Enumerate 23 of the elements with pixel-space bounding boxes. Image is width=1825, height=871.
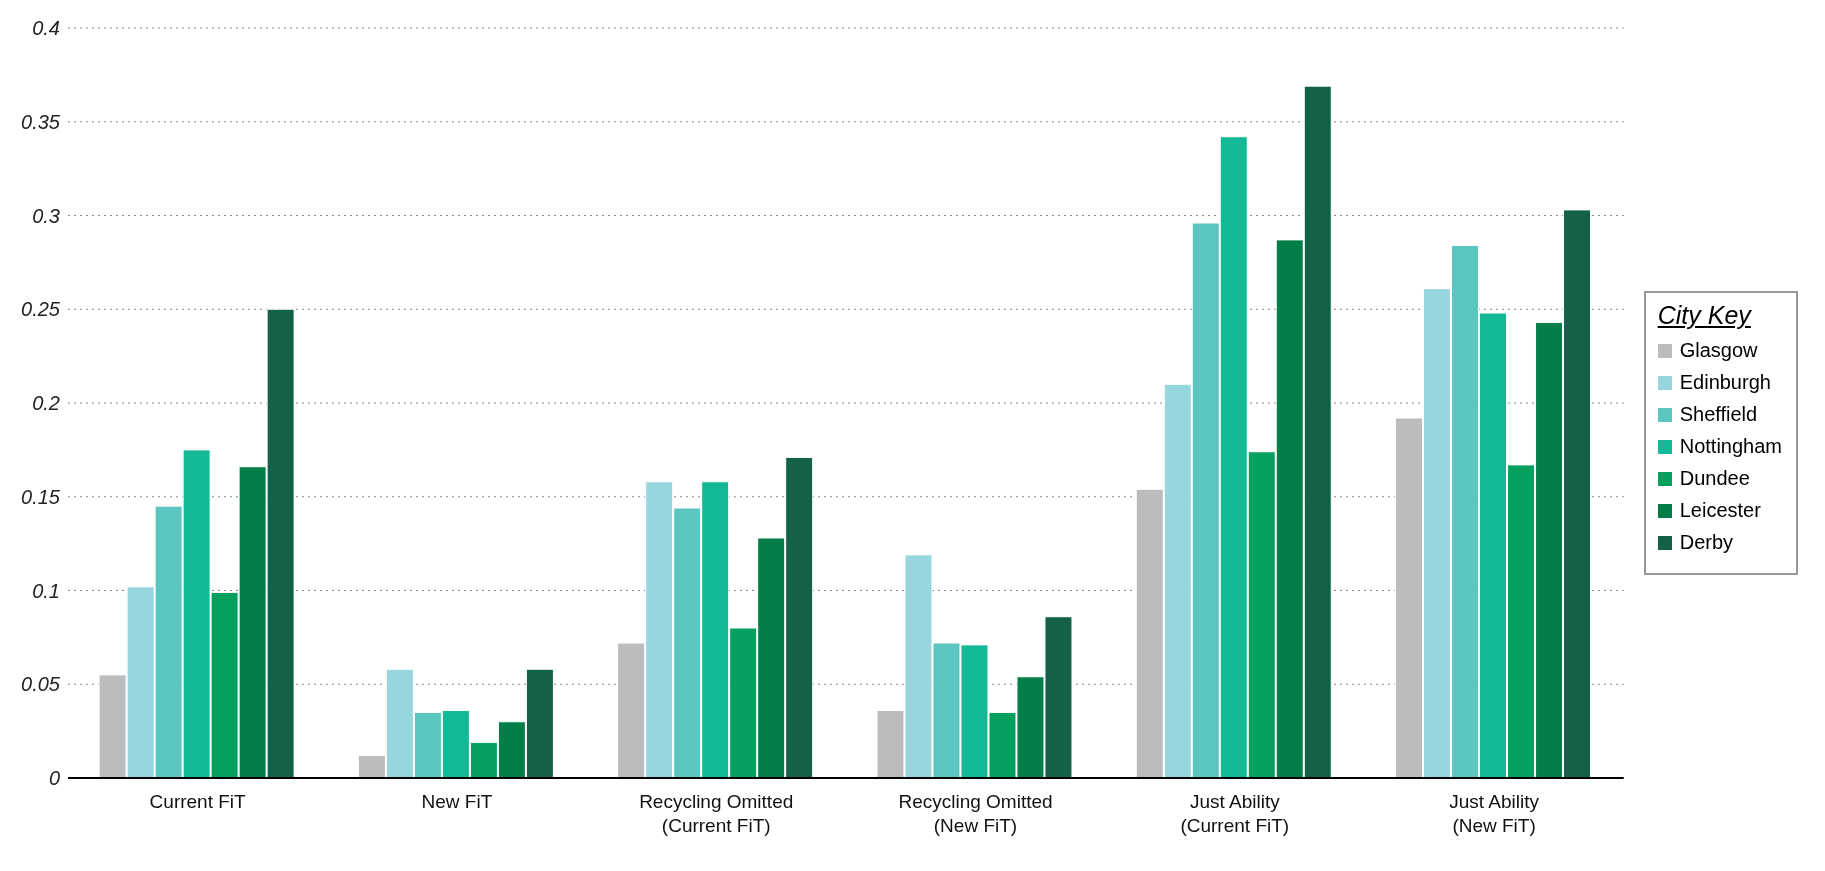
- x-tick-label: Current FiT: [149, 791, 247, 812]
- x-tick-label: New FiT: [421, 791, 493, 812]
- x-tick-label: Just Ability (New FiT): [1449, 791, 1540, 836]
- y-tick-label: 0: [48, 767, 60, 790]
- legend-label: Nottingham: [1679, 435, 1782, 458]
- x-tick-label: Just Ability (Current FiT): [1180, 791, 1290, 836]
- legend-label: Sheffield: [1679, 403, 1758, 426]
- x-tick-label: Recycling Omitted (Current FiT): [639, 791, 794, 836]
- legend-label: Dundee: [1679, 467, 1750, 490]
- x-tick-label: Recycling Omitted (New FiT): [898, 791, 1053, 836]
- legend-label: Glasgow: [1679, 339, 1758, 362]
- legend-label: Edinburgh: [1679, 371, 1771, 394]
- y-tick-label: 0.2: [32, 392, 60, 415]
- legend-label: Derby: [1679, 531, 1734, 554]
- y-tick-label: 0.3: [32, 204, 60, 227]
- y-tick-label: 0.05: [21, 673, 61, 696]
- legend-title: City Key: [1657, 301, 1753, 330]
- y-tick-label: 0.15: [21, 485, 61, 508]
- y-tick-label: 0.1: [32, 579, 60, 602]
- legend-label: Leicester: [1679, 499, 1761, 522]
- y-tick-label: 0.25: [21, 298, 61, 321]
- y-tick-label: 0.4: [32, 17, 60, 40]
- y-tick-label: 0.35: [21, 110, 61, 133]
